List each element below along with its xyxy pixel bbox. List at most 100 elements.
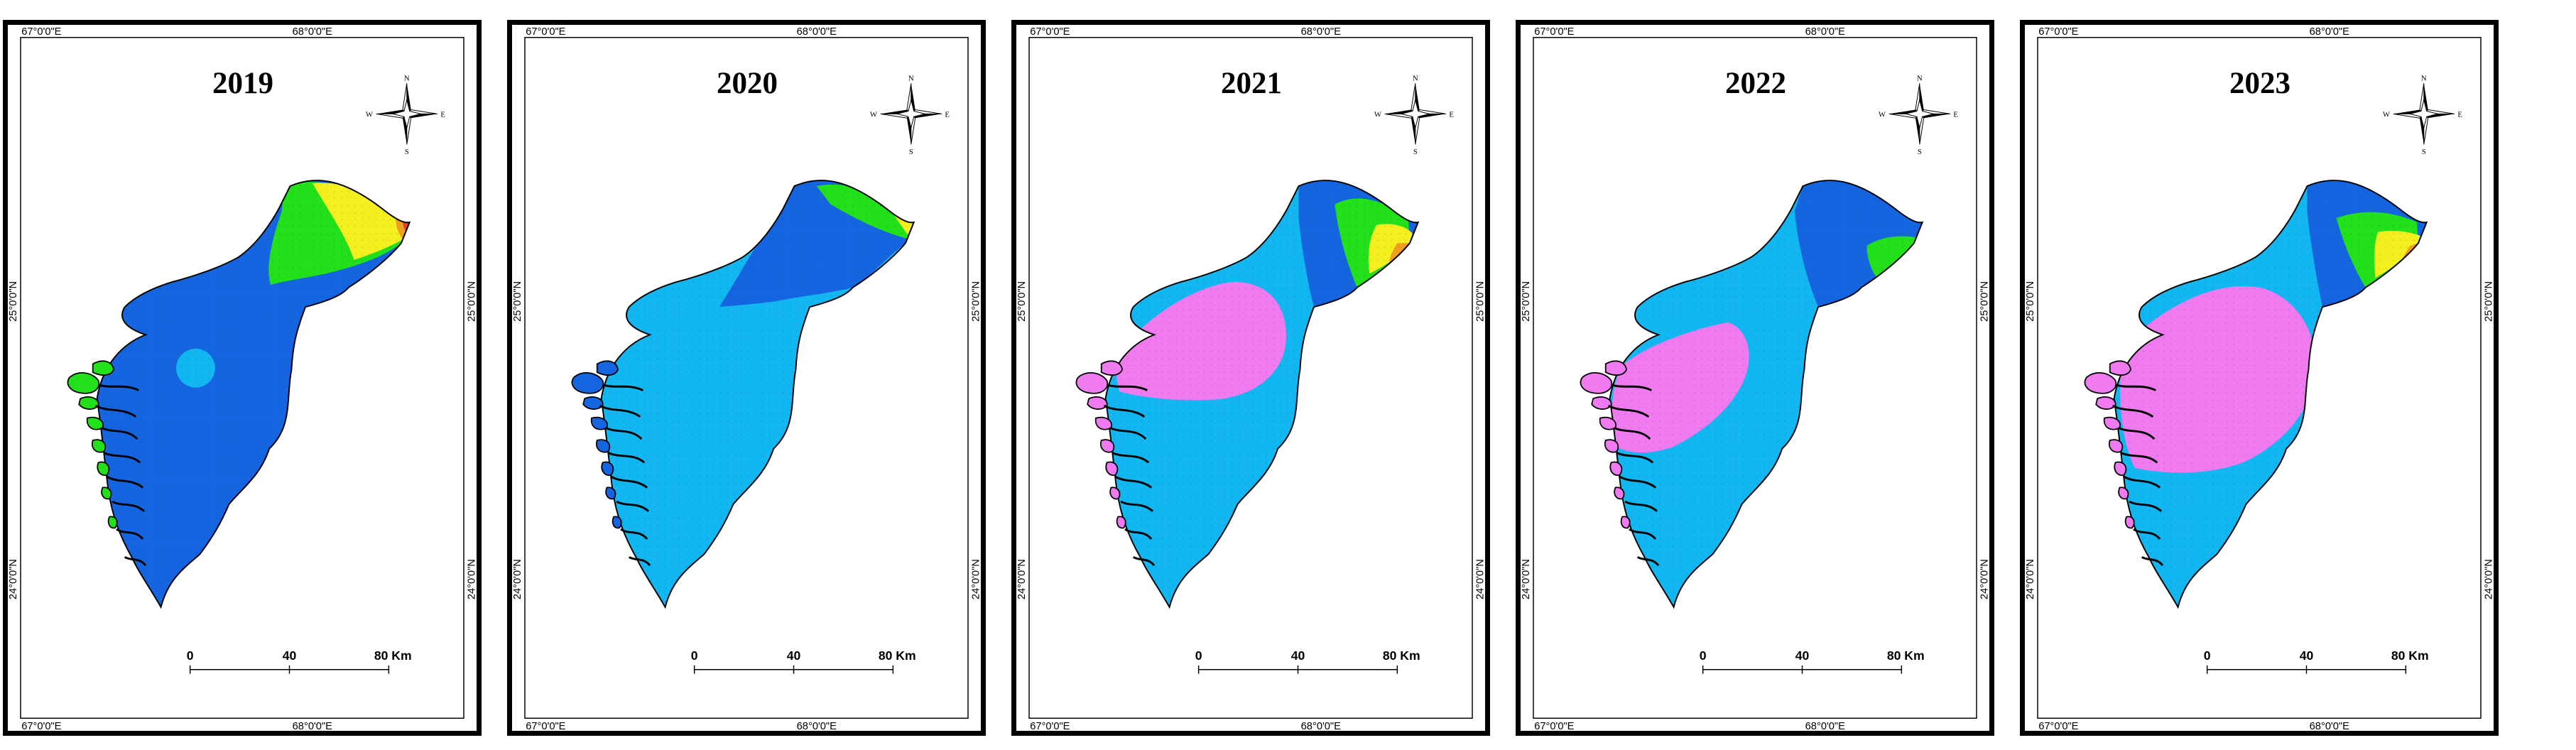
creek-line xyxy=(1124,528,1153,540)
coastal-island xyxy=(1614,487,1625,500)
compass-east-label: E xyxy=(440,110,445,119)
latitude-label-right-upper: 25°0'0"N xyxy=(971,281,982,322)
coastal-island xyxy=(1116,516,1126,529)
compass-south-label: S xyxy=(2422,148,2426,156)
scale-tick-80: 80 Km xyxy=(879,648,916,663)
creek-line xyxy=(1619,475,1657,489)
stipple-overlay xyxy=(97,180,410,607)
longitude-label-bottom-right: 68°0'0"E xyxy=(1301,721,1341,732)
longitude-label-top-left: 67°0'0"E xyxy=(526,26,565,38)
creek-line xyxy=(602,384,643,391)
longitude-label-top-left: 67°0'0"E xyxy=(2038,26,2078,38)
creek-line xyxy=(2112,404,2154,418)
creek-line xyxy=(112,500,146,512)
latitude-label-right-lower: 24°0'0"N xyxy=(1979,559,1991,599)
longitude-label-top-right: 68°0'0"E xyxy=(797,26,837,38)
map-border xyxy=(524,37,969,719)
map-canvas: 67°0'0"E 68°0'0"E 67°0'0"E 68°0'0"E 25°0'0"N… xyxy=(2025,26,2495,732)
scale-bar: 0 40 80 Km xyxy=(2204,648,2429,674)
creek-line xyxy=(1103,404,1146,418)
map-year-title: 2019 xyxy=(212,67,273,100)
creek-line xyxy=(607,452,646,464)
coastal-island xyxy=(2084,372,2117,394)
longitude-label-bottom-left: 67°0'0"E xyxy=(21,721,61,732)
latitude-label-right-upper: 25°0'0"N xyxy=(1979,281,1991,322)
creek-line xyxy=(1613,427,1651,440)
coastal-island xyxy=(91,439,107,453)
longitude-label-bottom-right: 68°0'0"E xyxy=(293,721,332,732)
scale-bar: 0 40 80 Km xyxy=(1700,648,1925,674)
compass-south-label: S xyxy=(1918,148,1922,156)
coastal-island xyxy=(605,487,616,500)
compass-west-label: W xyxy=(870,110,878,119)
latitude-label-left-lower: 24°0'0"N xyxy=(2025,559,2036,599)
scale-tick-0: 0 xyxy=(691,648,698,663)
scale-tick-80: 80 Km xyxy=(1383,648,1420,663)
creek-line xyxy=(1120,500,1154,512)
latitude-label-right-lower: 24°0'0"N xyxy=(971,559,982,599)
latitude-label-right-lower: 24°0'0"N xyxy=(467,559,478,599)
creek-line xyxy=(1616,452,1654,464)
compass-north-label: N xyxy=(908,74,914,82)
longitude-label-bottom-left: 67°0'0"E xyxy=(526,721,565,732)
land-outline xyxy=(1609,180,1924,609)
coastal-island xyxy=(92,360,114,376)
scale-tick-40: 40 xyxy=(1291,648,1305,663)
coastal-island xyxy=(1620,516,1631,529)
latitude-label-right-upper: 25°0'0"N xyxy=(1475,281,1487,322)
compass-south-label: S xyxy=(1413,148,1418,156)
latitude-label-right-upper: 25°0'0"N xyxy=(467,281,478,322)
compass-north-label: N xyxy=(1413,74,1418,82)
scale-tick-40: 40 xyxy=(283,648,297,663)
longitude-label-top-right: 68°0'0"E xyxy=(293,26,332,38)
map-panel-2019: 67°0'0"E 68°0'0"E 67°0'0"E 68°0'0"E 25°0'0"N… xyxy=(3,20,482,736)
coastal-island xyxy=(1100,360,1123,376)
creek-line xyxy=(1107,384,1148,391)
map-year-title: 2022 xyxy=(1725,67,1786,100)
compass-south-label: S xyxy=(909,148,913,156)
creek-line xyxy=(98,384,139,391)
map-border xyxy=(1533,37,1977,719)
map-border xyxy=(1028,37,1473,719)
compass-north-label: N xyxy=(404,74,410,82)
compass-north-label: N xyxy=(1917,74,1923,82)
map-panel-2020: 67°0'0"E 68°0'0"E 67°0'0"E 68°0'0"E 25°0'0"N… xyxy=(507,20,986,736)
scale-tick-40: 40 xyxy=(1795,648,1810,663)
creek-line xyxy=(2123,475,2161,489)
creek-line xyxy=(599,404,641,418)
longitude-label-top-right: 68°0'0"E xyxy=(1301,26,1341,38)
latitude-label-left-upper: 25°0'0"N xyxy=(1016,281,1028,322)
creek-line xyxy=(1112,452,1150,464)
map-frame: 67°0'0"E 68°0'0"E 67°0'0"E 68°0'0"E 25°0'0"N… xyxy=(2025,26,2495,732)
coastal-island xyxy=(2114,461,2127,477)
coastal-island xyxy=(1604,360,1627,376)
north-arrow-icon: N S E W xyxy=(2383,74,2462,156)
compass-east-label: E xyxy=(1449,110,1454,119)
north-arrow-icon: N S E W xyxy=(366,74,445,156)
coastal-island xyxy=(1604,439,1619,453)
compass-east-label: E xyxy=(2457,110,2462,119)
longitude-label-top-left: 67°0'0"E xyxy=(1534,26,1574,38)
coastal-island xyxy=(78,396,99,410)
coastal-island xyxy=(97,461,110,477)
land-outline xyxy=(1104,180,1420,609)
land-outline xyxy=(2113,180,2428,609)
coastal-island xyxy=(67,372,100,394)
latitude-label-left-upper: 25°0'0"N xyxy=(8,281,19,322)
compass-south-label: S xyxy=(405,148,409,156)
creek-line xyxy=(2120,452,2158,464)
longitude-label-bottom-left: 67°0'0"E xyxy=(1534,721,1574,732)
stipple-overlay xyxy=(1105,180,1418,607)
coastal-island xyxy=(1099,439,1115,453)
coastal-island xyxy=(601,461,614,477)
coastal-island xyxy=(582,396,604,410)
latitude-label-right-lower: 24°0'0"N xyxy=(2484,559,2495,599)
scale-bar: 0 40 80 Km xyxy=(691,648,916,674)
coastal-island xyxy=(101,487,112,500)
north-arrow-icon: N S E W xyxy=(1879,74,1958,156)
coastal-island xyxy=(2124,516,2135,529)
creek-line xyxy=(106,475,144,489)
map-frame: 67°0'0"E 68°0'0"E 67°0'0"E 68°0'0"E 25°0'0"N… xyxy=(512,26,982,732)
latitude-label-left-upper: 25°0'0"N xyxy=(2025,281,2036,322)
map-year-title: 2021 xyxy=(1221,67,1282,100)
